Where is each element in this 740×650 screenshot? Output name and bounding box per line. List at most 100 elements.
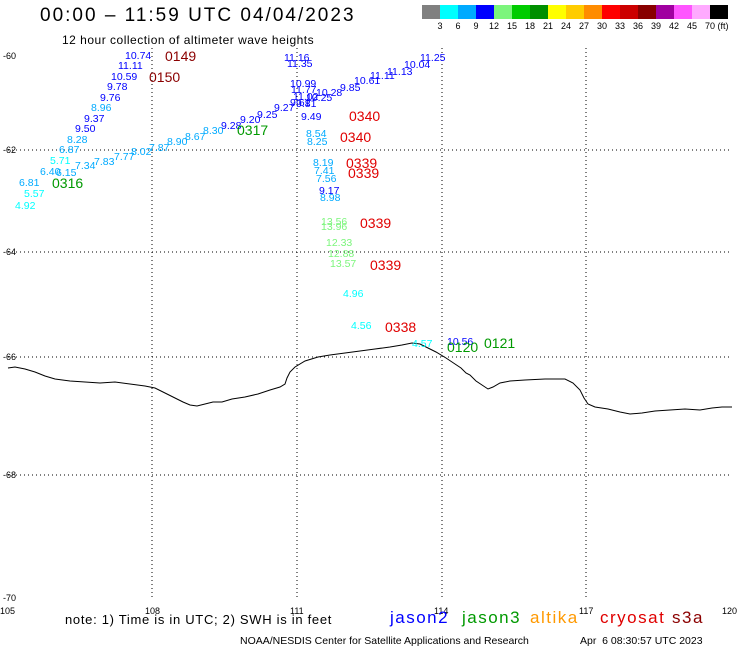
wave-height-label: 4.56 [351,320,372,332]
legend-color-box [638,5,656,19]
wave-height-label: 11.35 [287,58,313,70]
wave-height-label: 7.41 [314,165,335,177]
wave-height-label: 6.81 [19,177,40,189]
legend-tick-label: 9 [473,21,479,31]
legend-tick-label: 39 [650,21,662,31]
legend-tick-label: 21 [542,21,554,31]
wave-height-label: 8.30 [203,125,224,137]
wave-height-label: 4.57 [412,338,433,350]
credit-line: NOAA/NESDIS Center for Satellite Applica… [240,635,529,647]
wave-height-label: 10.56 [447,336,474,348]
legend-tick-label: 24 [560,21,572,31]
wave-height-label: 9.25 [257,109,278,121]
wave-height-label: 9.37 [84,113,105,125]
latitude-label: -70 [3,593,17,603]
satellite-legend-cryosat: cryosat [600,608,666,627]
legend-tick-label: 45 [686,21,698,31]
legend-tick-label: 6 [455,21,461,31]
legend-tick-label: 15 [506,21,518,31]
satellite-legend-jason2: jason2 [390,608,450,627]
wave-height-label: 11.13 [387,66,413,78]
pass-time-label: 0339 [360,215,392,231]
legend-color-box [566,5,584,19]
map-subtitle: 12 hour collection of altimeter wave hei… [62,33,315,47]
wave-height-label: 7.77 [114,151,135,163]
longitude-label: 108 [145,606,161,616]
pass-time-label: 0149 [165,48,197,64]
legend-tick-label: 70 [704,21,716,31]
wave-height-label: 13.57 [330,258,357,270]
longitude-label: 117 [579,606,594,616]
latitude-label: -64 [3,247,17,257]
pass-time-label: 0340 [340,129,372,145]
wave-height-label: 8.67 [185,131,206,143]
satellite-legend-jason3: jason3 [462,608,522,627]
satellite-legend-altika: altika [530,608,579,627]
wave-height-label: 8.90 [167,136,188,148]
wave-height-label: 7.34 [75,160,96,172]
coastline [7,342,732,415]
wave-height-label: 7.83 [94,156,115,168]
latitude-label: -62 [3,145,17,155]
latitude-label: -68 [3,470,17,480]
wave-height-label: 11.77 [291,84,317,96]
wave-height-label: 8.28 [67,134,88,146]
longitude-label: 105 [0,606,16,616]
legend-tick-label: 36 [632,21,644,31]
generated-timestamp: Apr 6 08:30:57 UTC 2023 [580,635,703,647]
legend-color-box [620,5,638,19]
satellite-legend-s3a: s3a [672,608,704,627]
wave-height-label: 10.04 [404,59,431,71]
wave-height-label: 10.74 [125,50,152,62]
pass-time-label: 0121 [484,335,516,351]
latitude-label: -66 [3,352,17,362]
wave-height-label: 8.54 [306,128,327,140]
wave-height-label: 11.25 [420,52,446,64]
pass-time-label: 0316 [52,175,84,191]
wave-height-label: 11.11 [118,60,143,72]
legend-tick-label: 42 [668,21,680,31]
legend-color-box [530,5,548,19]
pass-time-label: 0339 [346,155,378,171]
pass-time-label: 0338 [385,319,417,335]
wave-height-label: 8.98 [320,192,341,204]
wave-height-label: 4.92 [15,200,36,212]
longitude-label: 120 [722,606,738,616]
legend-color-box [674,5,692,19]
wave-height-label: 13.96 [321,221,348,233]
wave-height-label: 9.85 [340,82,361,94]
wave-height-label: 9.81 [296,98,317,110]
wave-height-label: 11.11 [370,70,395,82]
legend-tick-label: 18 [524,21,536,31]
legend-color-box [710,5,728,19]
pass-time-label: 0340 [349,108,381,124]
wave-height-label: 7.87 [149,142,170,154]
wave-height-label: 13.56 [321,216,348,228]
pass-time-label: 0339 [370,257,402,273]
longitude-label: 111 [290,606,304,616]
latitude-label: -60 [3,51,17,61]
wave-height-label: 10.99 [290,78,317,90]
wave-height-label: 10.61 [354,75,381,87]
wave-height-label: 5.71 [50,155,71,167]
wave-height-label: 9.76 [100,92,121,104]
wave-height-label: 9.27 [274,102,295,114]
legend-color-box [692,5,710,19]
wave-height-label: 8.96 [91,102,112,114]
wave-height-label: 10.25 [306,92,333,104]
legend-unit-label: (ft) [717,21,729,31]
wave-height-label: 6.87 [59,144,80,156]
legend-color-box [548,5,566,19]
wave-height-label: 9.50 [75,123,96,135]
legend-tick-label: 33 [614,21,626,31]
wave-height-label: 11.16 [284,52,310,64]
wave-height-label: 6.15 [56,167,77,179]
wave-height-label: 8.02 [131,146,152,158]
legend-color-box [512,5,530,19]
pass-time-label: 0317 [237,122,269,138]
wave-height-label: 10.59 [111,71,138,83]
legend-color-box [458,5,476,19]
footnote: note: 1) Time is in UTC; 2) SWH is in fe… [65,612,333,627]
wave-height-label: 7.56 [316,173,337,185]
